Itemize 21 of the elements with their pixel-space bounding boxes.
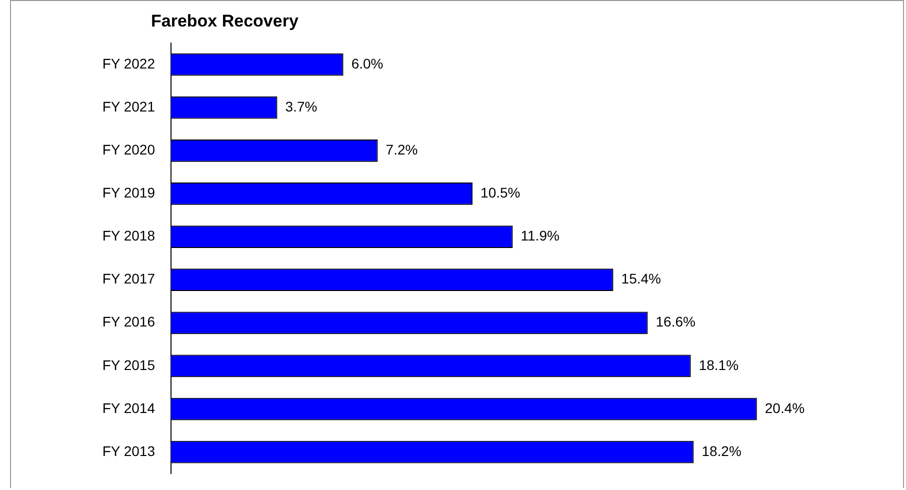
y-tick-label: FY 2018: [102, 228, 156, 244]
y-tick-label: FY 2020: [102, 142, 156, 158]
data-label: 18.2%: [702, 442, 742, 459]
y-tick-label: FY 2017: [102, 270, 156, 287]
data-label: 20.4%: [764, 400, 805, 416]
y-tick-label: FY 2015: [102, 356, 156, 373]
y-tick-label: FY 2019: [102, 184, 156, 201]
data-label: 10.5%: [480, 184, 520, 201]
data-label: 7.2%: [386, 142, 418, 158]
data-label: 15.4%: [621, 270, 661, 287]
data-label: 16.6%: [656, 314, 696, 330]
data-label: 6.0%: [351, 55, 384, 72]
y-tick-label: FY 2013: [102, 442, 156, 459]
chart-title: Farebox Recovery: [151, 12, 299, 31]
data-label: 3.7%: [285, 98, 318, 114]
data-label: 18.1%: [698, 356, 739, 373]
data-label: 11.9%: [520, 228, 560, 244]
y-tick-label: FY 2014: [102, 400, 156, 416]
y-tick-label: FY 2021: [102, 98, 156, 114]
y-tick-label: FY 2022: [102, 55, 156, 72]
y-tick-label: FY 2016: [102, 314, 156, 330]
